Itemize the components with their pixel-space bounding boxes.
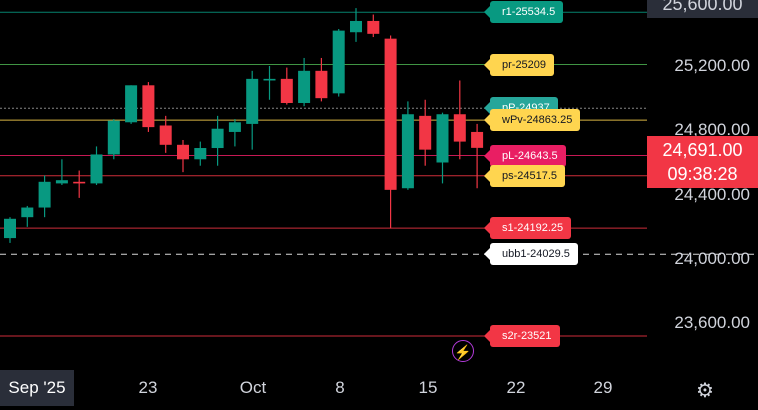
candle-body <box>194 148 207 160</box>
level-label: s2r-23521 <box>484 325 560 348</box>
candle-body <box>384 38 397 190</box>
candle-body <box>350 20 362 33</box>
candle-body <box>246 78 259 124</box>
candle-body <box>211 128 224 149</box>
candle-body <box>73 181 86 184</box>
candle-body <box>315 70 328 99</box>
candle-body <box>401 114 414 189</box>
candle-body <box>38 181 51 208</box>
candle-body <box>280 78 293 103</box>
level-label: pL-24643.5 <box>484 144 566 167</box>
x-axis-tick: 23 <box>138 378 158 397</box>
bar-countdown: 09:38:28 <box>667 164 738 184</box>
candle-body <box>471 131 484 148</box>
candle-body <box>332 30 345 94</box>
axis-top-price-label: 25,600.00 <box>647 0 758 18</box>
x-axis-current-date-label: Sep '25 <box>0 370 74 406</box>
candle-body <box>159 125 172 145</box>
x-axis-tick: 29 <box>593 378 613 397</box>
x-axis-tick: 22 <box>506 378 526 397</box>
candle-body <box>21 207 34 218</box>
candle-body <box>419 115 432 150</box>
level-label: ubb1-24029.5 <box>484 243 578 266</box>
level-label: pr-25209 <box>483 53 555 76</box>
y-axis-tick: 24,000.00 <box>674 249 750 268</box>
gear-icon[interactable]: ⚙ <box>696 380 714 402</box>
candle-body <box>177 144 189 160</box>
candle-body <box>125 85 138 123</box>
last-price-badge: 24,691.00 09:38:28 <box>647 136 758 188</box>
candle-body <box>453 114 466 142</box>
y-axis-tick: 25,200.00 <box>674 56 750 75</box>
bolt-icon[interactable]: ⚡ <box>452 340 474 362</box>
y-axis-tick: 23,600.00 <box>674 313 750 333</box>
candle-body <box>228 122 241 132</box>
candle-body <box>263 78 276 81</box>
x-axis-tick: 8 <box>335 378 345 397</box>
y-axis-tick: 24,800.00 <box>674 120 750 140</box>
y-axis-tick: 24,400.00 <box>674 184 750 204</box>
candle-body <box>90 154 103 184</box>
level-label: wPv-24863.25 <box>483 109 581 132</box>
level-label: ps-24517.5 <box>483 164 566 187</box>
level-label: s1-24192.25 <box>483 217 572 240</box>
candle-body <box>4 218 16 239</box>
x-axis-tick: Oct <box>239 378 267 397</box>
candle-body <box>142 85 155 128</box>
level-label: r1-25534.5 <box>483 1 564 24</box>
candle-body <box>107 120 120 155</box>
candle-body <box>298 70 311 103</box>
candle-body <box>55 180 68 184</box>
x-axis-tick: 15 <box>418 378 438 397</box>
candle-body <box>367 20 380 34</box>
candle-body <box>436 114 449 163</box>
last-price-value: 24,691.00 <box>662 140 743 160</box>
